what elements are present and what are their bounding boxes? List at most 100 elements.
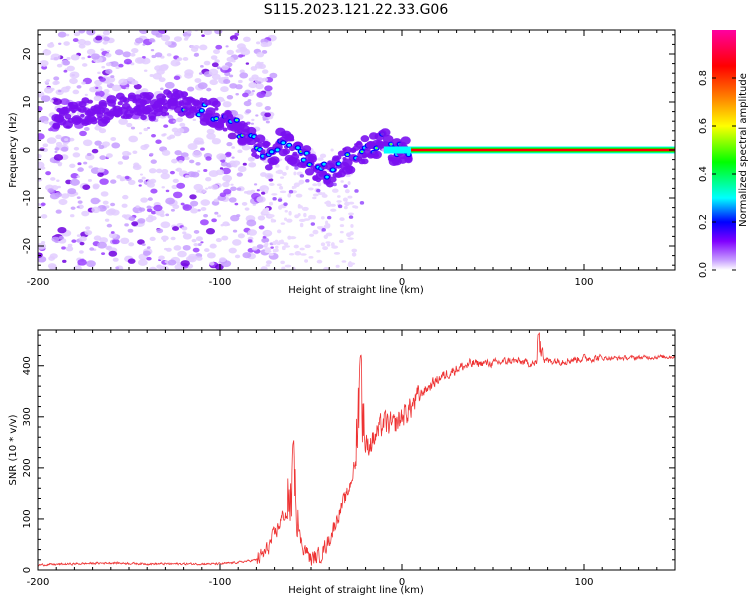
spectrogram-blob bbox=[63, 41, 70, 46]
ridge-blob bbox=[308, 153, 317, 161]
spectrogram-blob bbox=[219, 257, 227, 263]
spectrogram-blob bbox=[161, 169, 169, 174]
spectrogram-blob bbox=[243, 36, 251, 42]
spectrogram-blob bbox=[173, 75, 181, 81]
spectrogram-blob bbox=[256, 91, 266, 98]
spectrogram-blob bbox=[190, 171, 200, 178]
spectrogram-blob bbox=[265, 260, 272, 265]
spectrogram-blob bbox=[198, 72, 203, 75]
spectrogram-blob bbox=[94, 125, 102, 131]
ridge-blob bbox=[327, 215, 332, 220]
spectrogram-blob bbox=[115, 65, 120, 70]
ridge-blob bbox=[73, 105, 80, 110]
spectrogram-blob bbox=[98, 144, 105, 150]
spectrogram-blob bbox=[316, 157, 324, 161]
spectrogram-blob bbox=[128, 216, 136, 221]
spectrogram-blob bbox=[293, 244, 299, 249]
spectrogram-blob bbox=[171, 158, 178, 164]
spectrogram-blob bbox=[103, 88, 110, 94]
ridge-blob bbox=[90, 118, 98, 125]
spectrogram-blob bbox=[200, 241, 204, 244]
spectrogram-blob bbox=[210, 55, 218, 60]
spectrogram-blob bbox=[245, 109, 252, 114]
spectrogram-blob bbox=[200, 147, 205, 151]
spectrogram-blob bbox=[184, 156, 190, 161]
spectrogram-blob bbox=[339, 224, 345, 228]
spectrogram-blob bbox=[47, 42, 55, 48]
ridge-blob bbox=[214, 122, 225, 131]
spectrogram-blob bbox=[260, 61, 264, 65]
spectrogram-blob bbox=[122, 194, 129, 200]
spectrogram-blob bbox=[150, 48, 155, 52]
spectrogram-blob bbox=[76, 206, 80, 209]
spectrogram-blob bbox=[348, 262, 356, 266]
spectrogram-marks bbox=[38, 30, 675, 270]
spectrogram-blob bbox=[208, 261, 215, 266]
spectrogram-blob bbox=[73, 146, 80, 151]
ridge-blob bbox=[310, 222, 316, 226]
spectrogram-blob bbox=[146, 256, 152, 261]
spectrogram-blob bbox=[88, 165, 93, 169]
ridge-blob bbox=[77, 119, 82, 123]
ridge-blob bbox=[294, 166, 299, 170]
spectrogram-blob bbox=[260, 41, 269, 48]
spectrogram-blob bbox=[124, 175, 130, 180]
spectrogram-blob bbox=[294, 214, 300, 219]
spectrogram-blob bbox=[214, 211, 219, 215]
spectrogram-blob bbox=[209, 243, 217, 249]
spectrogram-blob bbox=[264, 85, 273, 92]
spectrogram-blob bbox=[323, 224, 331, 229]
spectrogram-blob bbox=[83, 161, 88, 165]
spectrogram-blob bbox=[89, 247, 95, 251]
spectrogram-blob bbox=[125, 87, 129, 90]
spectrogram-blob bbox=[231, 156, 235, 159]
ridge-blob bbox=[282, 148, 291, 155]
spectrogram-blob bbox=[55, 141, 63, 147]
spectrogram-blob bbox=[137, 218, 146, 224]
spectrogram-blob bbox=[248, 162, 257, 168]
ridge-blob bbox=[292, 151, 298, 156]
spectrogram-xtick-label: -100 bbox=[209, 277, 232, 288]
spectrogram-blob bbox=[108, 250, 118, 257]
spectrogram-blob bbox=[265, 120, 270, 124]
spectrogram-blob bbox=[180, 260, 190, 267]
spectrogram-blob bbox=[77, 200, 83, 204]
spectrogram-blob bbox=[276, 229, 282, 234]
spectrogram-blob bbox=[47, 263, 57, 269]
spectrogram-blob bbox=[286, 218, 293, 223]
spectrogram-blob bbox=[128, 242, 135, 247]
spectrogram-blob bbox=[297, 204, 301, 209]
spectrogram-blob bbox=[165, 197, 175, 205]
spectrogram-blob bbox=[268, 201, 274, 206]
spectrogram-blob bbox=[316, 259, 323, 264]
ridge-blob bbox=[321, 228, 326, 232]
spectrogram-blob bbox=[79, 130, 87, 137]
spectrogram-blob bbox=[77, 38, 87, 45]
spectrogram-blob bbox=[69, 178, 80, 186]
colorbar-label: Normalized spectral amplitude bbox=[738, 73, 749, 227]
spectrogram-blob bbox=[262, 118, 267, 121]
spectrogram-blob bbox=[66, 57, 71, 61]
spectrogram-blob bbox=[173, 245, 182, 251]
spectrogram-blob bbox=[284, 209, 288, 213]
spectrogram-blob bbox=[176, 57, 183, 62]
spectrogram-blob bbox=[330, 208, 337, 212]
spectrogram-blob bbox=[90, 53, 100, 60]
spectrogram-blob bbox=[104, 218, 110, 222]
spectrogram-blob bbox=[344, 201, 350, 207]
ridge-blob bbox=[52, 123, 61, 130]
spectrogram-blob bbox=[55, 134, 62, 140]
spectrogram-blob bbox=[49, 99, 54, 103]
spectrogram-blob bbox=[214, 59, 220, 64]
spectrogram-blob bbox=[170, 59, 181, 67]
spectrogram-blob bbox=[70, 173, 79, 179]
spectrogram-blob bbox=[241, 201, 248, 206]
spectrogram-blob bbox=[81, 81, 86, 85]
spectrogram-blob bbox=[264, 112, 271, 118]
spectrogram-blob bbox=[226, 56, 235, 62]
colorbar-tick-label: 0.8 bbox=[698, 70, 709, 86]
ridge-blob bbox=[360, 135, 370, 143]
spectrogram-blob bbox=[50, 53, 61, 61]
spectrogram-blob bbox=[46, 137, 57, 144]
spectrogram-blob bbox=[333, 251, 341, 255]
